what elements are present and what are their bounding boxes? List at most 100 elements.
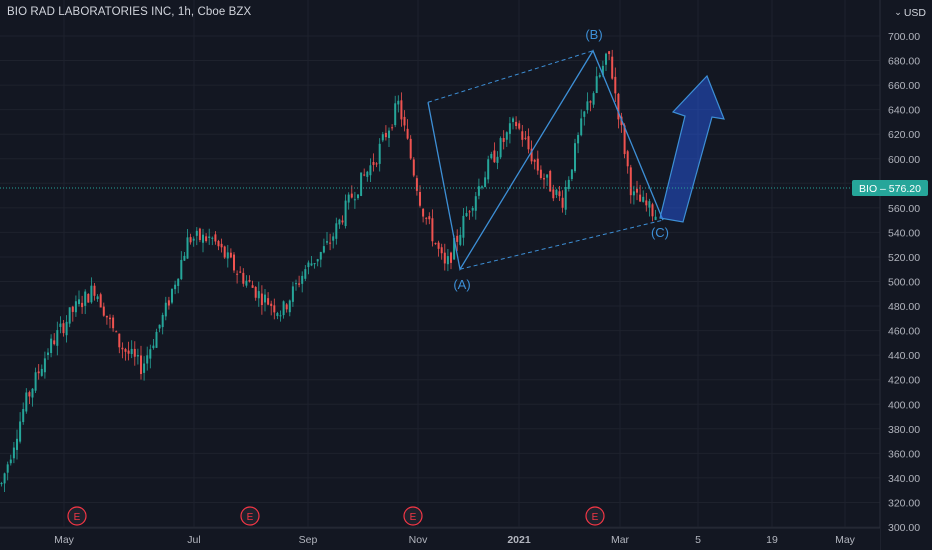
candle-body: [146, 355, 149, 364]
candle-body: [366, 171, 369, 177]
candle-body: [601, 65, 604, 76]
candle-body: [353, 199, 356, 201]
candle-body: [133, 348, 136, 357]
candle-body: [397, 100, 400, 105]
candle-body: [87, 293, 90, 303]
candle-body: [279, 315, 282, 317]
candle-body: [186, 237, 189, 259]
candle-body: [211, 237, 214, 239]
candle-body: [183, 255, 186, 261]
candle-body: [28, 392, 31, 397]
candle-body: [536, 158, 539, 171]
candle-body: [198, 228, 201, 241]
currency-selector[interactable]: ⌄ USD: [886, 4, 926, 21]
candle-body: [208, 236, 211, 238]
time-tick-label: May: [835, 534, 856, 546]
candle-body: [586, 101, 589, 111]
wave-label: (B): [585, 27, 602, 42]
candle-body: [406, 128, 409, 139]
candle-body: [239, 271, 242, 273]
candle-body: [419, 191, 421, 206]
candle-body: [595, 76, 598, 94]
candle-body: [388, 130, 390, 138]
candle-body: [220, 243, 223, 248]
earnings-label: E: [74, 512, 81, 523]
candle-body: [298, 283, 301, 285]
candle-body: [415, 178, 418, 191]
candle-body: [130, 348, 133, 355]
candle-body: [217, 241, 220, 247]
price-tick-label: 600.00: [888, 154, 920, 166]
candle-body: [440, 247, 443, 254]
candle-body: [583, 111, 586, 117]
candle-body: [248, 280, 251, 282]
candle-body: [645, 200, 648, 206]
symbol-title[interactable]: BIO RAD LABORATORIES INC, 1h, Cboe BZX: [7, 6, 252, 18]
price-tick-label: 680.00: [888, 56, 920, 68]
candle-body: [549, 171, 552, 192]
candle-body: [78, 299, 80, 305]
candle-body: [81, 302, 84, 308]
candle-body: [105, 315, 108, 318]
last-price-label: BIO – 576.20: [859, 183, 921, 195]
candle-body: [12, 447, 15, 459]
candle-body: [462, 215, 465, 238]
candle-body: [453, 237, 456, 260]
candle-body: [357, 194, 359, 199]
earnings-label: E: [410, 512, 417, 523]
candle-body: [508, 123, 511, 134]
candle-body: [50, 338, 53, 353]
candle-body: [291, 286, 294, 302]
price-tick-label: 640.00: [888, 105, 920, 117]
candle-body: [580, 118, 583, 136]
price-axis[interactable]: 300.00 320.00 340.00 360.00 380.00 400.00 420.…: [879, 0, 920, 550]
candle-body: [195, 230, 198, 236]
candle-body: [316, 259, 319, 262]
candle-body: [267, 298, 270, 305]
candle-body: [400, 100, 403, 120]
candle-body: [363, 174, 366, 176]
time-tick-label: 2021: [507, 534, 531, 546]
candle-body: [124, 349, 127, 352]
candle-body: [74, 301, 77, 313]
candle-body: [490, 153, 493, 159]
price-tick-label: 540.00: [888, 227, 920, 239]
candle-body: [319, 251, 322, 260]
time-tick-label: Nov: [409, 534, 428, 546]
candle-body: [34, 372, 37, 391]
candle-body: [465, 213, 468, 217]
price-tick-label: 440.00: [888, 350, 920, 362]
candle-body: [109, 317, 111, 320]
candle-body: [164, 302, 167, 317]
candle-body: [236, 273, 239, 275]
abc-wave-line: [427, 49, 664, 272]
candle-body: [307, 262, 310, 268]
candle-body: [171, 289, 173, 303]
candle-body: [65, 321, 68, 336]
candle-body: [174, 284, 177, 290]
price-tick-label: 460.00: [888, 326, 920, 338]
abc-pattern-drawing[interactable]: (A) (B) (C): [427, 27, 725, 292]
time-tick-label: 5: [695, 534, 701, 546]
price-tick-label: 500.00: [888, 277, 920, 289]
candle-body: [555, 189, 558, 195]
lower-channel-line: [459, 219, 664, 270]
time-axis[interactable]: May Jul Sep Nov 2021 Mar 5 19 May: [0, 527, 880, 550]
candle-body: [524, 137, 527, 139]
last-price-badge: [852, 179, 928, 196]
candle-body: [257, 291, 260, 299]
candle-body: [118, 333, 121, 348]
candle-body: [264, 294, 266, 303]
candle-body: [260, 293, 263, 306]
candle-body: [37, 371, 40, 374]
candle-body: [468, 211, 471, 213]
candle-body: [245, 280, 248, 286]
candle-body: [403, 116, 406, 126]
chevron-down-icon: ⌄: [894, 7, 902, 17]
candle-body: [276, 313, 279, 316]
wave-label: (A): [453, 277, 470, 292]
candle-body: [295, 283, 297, 285]
candle-body: [474, 196, 477, 211]
candle-body: [43, 358, 46, 373]
